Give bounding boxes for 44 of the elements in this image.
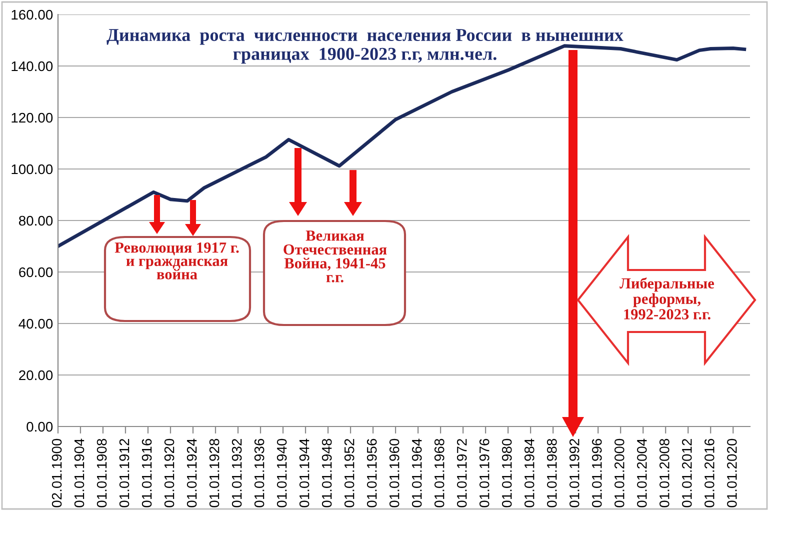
x-tick-label: 01.01.2008: [659, 438, 670, 508]
x-tick-label: 01.01.2012: [682, 438, 692, 508]
x-tick-label: 01.01.2004: [636, 438, 647, 508]
x-tick-label: 01.01.1944: [299, 438, 310, 508]
x-tick-label: 01.01.1968: [434, 438, 444, 508]
x-tick-label: 01.01.1924: [186, 438, 197, 508]
x-tick-label: 01.01.1904: [74, 438, 84, 508]
y-tick-label: 140.00: [12, 61, 53, 72]
x-tick-label: 01.01.1908: [96, 438, 107, 508]
x-tick-label: 02.01.1900: [52, 438, 62, 508]
x-tick-label: 01.01.1956: [366, 438, 377, 508]
x-tick-label: 01.01.2020: [727, 438, 737, 508]
x-tick-label: 01.01.1984: [524, 438, 534, 508]
y-tick-label: 60.00: [19, 267, 53, 278]
x-tick-label: 01.01.1916: [142, 438, 152, 508]
y-tick-label: 40.00: [18, 318, 53, 329]
x-tick-label: 01.01.1972: [456, 438, 467, 508]
y-tick-label: 20.00: [19, 370, 53, 380]
x-tick-label: 01.01.2016: [704, 438, 714, 508]
x-tick-label: 01.01.2000: [614, 438, 624, 508]
y-tick-label: 0.00: [26, 422, 53, 432]
x-tick-label: 01.01.1980: [502, 438, 512, 508]
x-tick-label: 01.01.1996: [592, 438, 602, 508]
x-tick-label: 01.01.1920: [164, 438, 174, 508]
y-tick-label: 80.00: [18, 216, 53, 226]
x-tick-label: 01.01.1932: [232, 438, 242, 508]
x-tick-label: 01.01.1940: [276, 438, 287, 508]
annotation: Революция 1917 г. и гражданская война: [114, 242, 239, 280]
x-tick-label: 01.01.1960: [389, 438, 400, 508]
y-tick-label: 120.00: [12, 112, 53, 123]
annotation: Либеральные реформы, 1992-2023 г.г.: [620, 277, 714, 320]
x-tick-label: 01.01.1976: [479, 438, 490, 508]
y-tick-label: 100.00: [12, 164, 53, 174]
x-tick-label: 01.01.1948: [322, 438, 332, 508]
annotation: Великая Отечественная Война, 1941-45 г.г.: [284, 230, 387, 282]
x-tick-label: 01.01.1988: [546, 438, 557, 508]
x-tick-label: 01.01.1964: [412, 438, 422, 508]
text: Динамика роста численности населения России в нынешних границах 1900-2023 г.г, млн.чел.: [106, 29, 624, 64]
x-tick-label: 01.01.1952: [344, 438, 354, 508]
x-tick-label: 01.01.1936: [254, 438, 264, 508]
y-tick-label: 160.00: [12, 10, 53, 20]
x-tick-label: 01.01.1928: [209, 438, 220, 508]
x-tick-label: 01.01.1992: [569, 438, 580, 508]
x-tick-label: 01.01.1912: [119, 438, 130, 508]
